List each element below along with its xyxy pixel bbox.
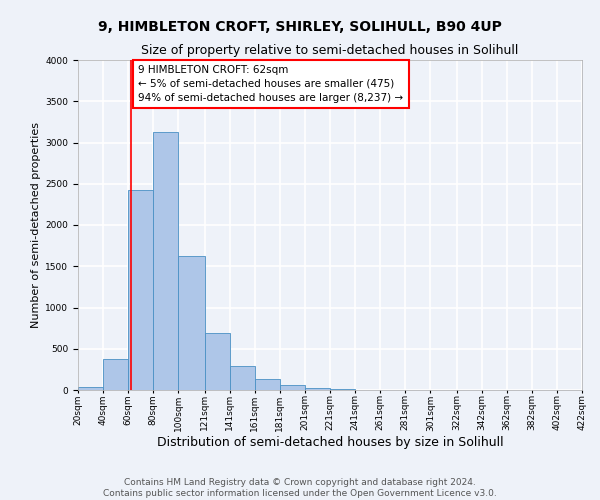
Bar [78,386,103,390]
Y-axis label: Number of semi-detached properties: Number of semi-detached properties [31,122,41,328]
Bar [255,379,280,390]
Bar [153,132,178,390]
Text: 9 HIMBLETON CROFT: 62sqm
← 5% of semi-detached houses are smaller (475)
94% of s: 9 HIMBLETON CROFT: 62sqm ← 5% of semi-de… [139,65,404,103]
X-axis label: Distribution of semi-detached houses by size in Solihull: Distribution of semi-detached houses by … [157,436,503,449]
Bar [230,366,255,390]
Bar [205,332,230,390]
Bar [305,388,330,390]
Text: Contains HM Land Registry data © Crown copyright and database right 2024.
Contai: Contains HM Land Registry data © Crown c… [103,478,497,498]
Bar [178,256,205,390]
Bar [128,190,153,390]
Title: Size of property relative to semi-detached houses in Solihull: Size of property relative to semi-detach… [142,44,518,58]
Text: 9, HIMBLETON CROFT, SHIRLEY, SOLIHULL, B90 4UP: 9, HIMBLETON CROFT, SHIRLEY, SOLIHULL, B… [98,20,502,34]
Bar [103,359,128,390]
Bar [330,389,355,390]
Bar [280,385,305,390]
